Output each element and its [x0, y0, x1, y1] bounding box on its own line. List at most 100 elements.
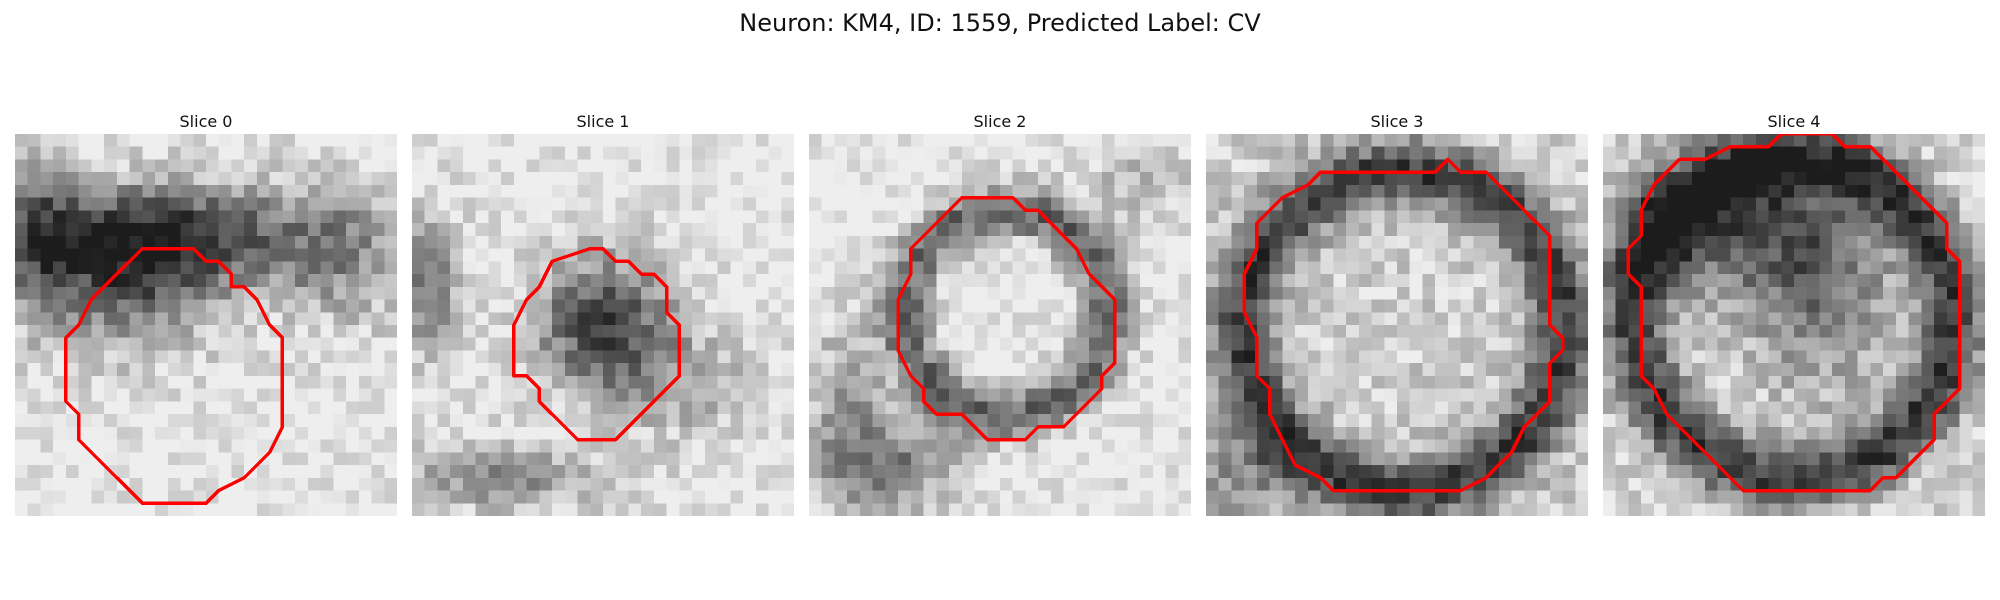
image-pixel: [768, 375, 782, 389]
image-pixel: [1089, 210, 1103, 224]
image-pixel: [193, 286, 207, 300]
image-pixel: [1295, 286, 1309, 300]
image-pixel: [923, 490, 937, 504]
image-pixel: [193, 490, 207, 504]
image-pixel: [1641, 426, 1655, 440]
image-pixel: [104, 439, 118, 453]
image-pixel: [898, 477, 912, 491]
image-pixel: [1473, 223, 1487, 237]
image-pixel: [501, 210, 515, 224]
image-pixel: [104, 388, 118, 402]
image-pixel: [450, 248, 464, 262]
image-pixel: [346, 184, 360, 198]
image-pixel: [809, 350, 822, 364]
image-pixel: [513, 248, 527, 262]
image-pixel: [450, 375, 464, 389]
image-pixel: [692, 325, 706, 338]
image-pixel: [155, 414, 169, 428]
image-pixel: [1460, 490, 1474, 504]
image-pixel: [679, 477, 693, 491]
image-pixel: [269, 146, 283, 160]
image-pixel: [885, 248, 899, 262]
image-pixel: [412, 401, 425, 415]
image-pixel: [256, 477, 270, 491]
image-pixel: [437, 375, 451, 389]
image-pixel: [1562, 184, 1576, 198]
image-pixel: [936, 274, 950, 288]
image-pixel: [1050, 312, 1064, 326]
image-pixel: [603, 210, 616, 224]
image-pixel: [1282, 477, 1296, 491]
image-pixel: [615, 299, 629, 313]
image-pixel: [1358, 274, 1372, 288]
image-pixel: [834, 414, 848, 428]
image-pixel: [513, 146, 527, 160]
image-pixel: [1000, 465, 1013, 479]
image-pixel: [692, 375, 706, 389]
image-pixel: [1679, 299, 1693, 313]
image-pixel: [40, 248, 54, 262]
image-pixel: [768, 274, 782, 288]
image-pixel: [615, 401, 629, 415]
image-pixel: [1371, 465, 1385, 479]
image-pixel: [1076, 134, 1090, 147]
image-pixel: [231, 401, 245, 415]
image-pixel: [1218, 134, 1232, 147]
image-pixel: [974, 401, 988, 415]
image-pixel: [781, 452, 794, 466]
image-pixel: [1101, 248, 1115, 262]
image-pixel: [577, 146, 591, 160]
image-pixel: [1152, 452, 1166, 466]
image-pixel: [15, 477, 28, 491]
image-pixel: [1717, 184, 1731, 198]
image-pixel: [1447, 375, 1461, 389]
image-pixel: [269, 299, 283, 313]
image-pixel: [1320, 235, 1334, 249]
image-pixel: [1768, 503, 1782, 516]
image-pixel: [1165, 210, 1179, 224]
image-pixel: [987, 477, 1001, 491]
image-pixel: [1101, 146, 1115, 160]
image-pixel: [539, 134, 553, 147]
image-pixel: [116, 235, 130, 249]
image-pixel: [717, 223, 731, 237]
image-pixel: [692, 146, 706, 160]
image-pixel: [743, 299, 757, 313]
image-pixel: [1140, 452, 1154, 466]
image-pixel: [692, 134, 706, 147]
image-pixel: [1076, 223, 1090, 237]
image-pixel: [104, 363, 118, 377]
image-pixel: [1282, 350, 1296, 364]
image-pixel: [1218, 261, 1232, 275]
image-pixel: [1908, 312, 1922, 326]
image-pixel: [513, 325, 527, 338]
image-pixel: [577, 210, 591, 224]
image-pixel: [1679, 159, 1693, 173]
image-pixel: [755, 325, 769, 338]
image-pixel: [282, 146, 296, 160]
image-pixel: [1089, 452, 1103, 466]
image-pixel: [1524, 197, 1538, 211]
image-pixel: [1460, 388, 1474, 402]
image-pixel: [1127, 210, 1141, 224]
image-pixel: [269, 261, 283, 275]
image-pixel: [552, 299, 566, 313]
image-pixel: [564, 350, 578, 364]
image-pixel: [65, 312, 79, 326]
image-pixel: [384, 503, 397, 516]
image-pixel: [1012, 401, 1026, 415]
image-pixel: [1844, 146, 1858, 160]
image-pixel: [1295, 375, 1309, 389]
image-pixel: [78, 235, 92, 249]
image-pixel: [1447, 401, 1461, 415]
image-pixel: [1307, 363, 1321, 377]
image-pixel: [1231, 465, 1245, 479]
image-pixel: [1371, 452, 1385, 466]
image-pixel: [450, 363, 464, 377]
image-pixel: [1320, 146, 1334, 160]
image-pixel: [437, 465, 451, 479]
image-pixel: [679, 312, 693, 326]
image-pixel: [821, 235, 835, 249]
image-pixel: [1127, 312, 1141, 326]
image-pixel: [1422, 375, 1436, 389]
